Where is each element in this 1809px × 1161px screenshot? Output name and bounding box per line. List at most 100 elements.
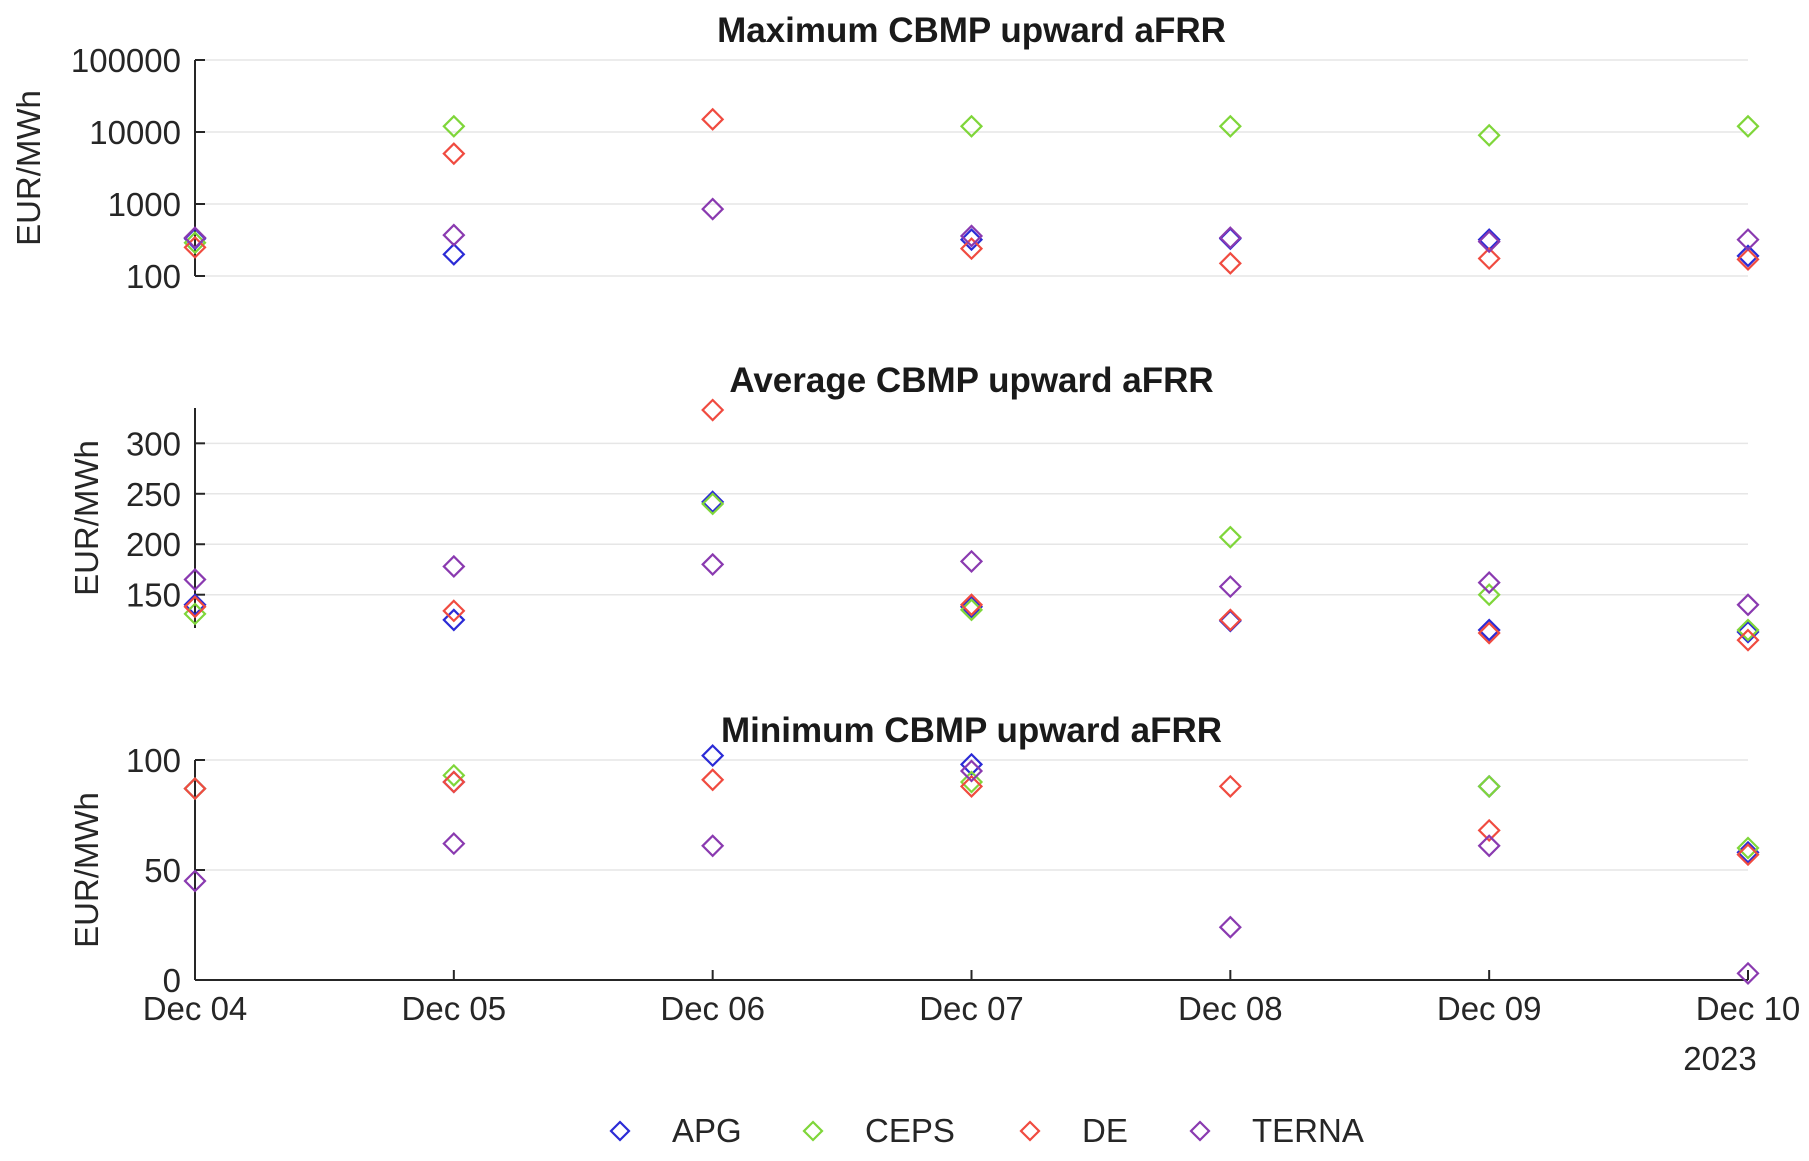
y-tick-label: 10000 — [89, 114, 181, 151]
data-point-terna — [1218, 915, 1242, 939]
y-tick-label: 100 — [126, 742, 181, 779]
data-point-ceps — [1736, 836, 1760, 860]
series-de — [183, 768, 1760, 867]
data-point-apg — [1477, 774, 1501, 798]
data-point-de — [1218, 774, 1242, 798]
series-ceps — [183, 763, 1760, 860]
y-tick-label: 200 — [126, 526, 181, 563]
data-point-ceps — [1218, 114, 1242, 138]
data-point-de — [183, 235, 207, 259]
x-tick-label: Dec 09 — [1437, 990, 1542, 1027]
data-point-de — [1218, 251, 1242, 275]
data-point-apg — [442, 242, 466, 266]
y-tick-label: 0 — [163, 962, 181, 999]
y-axis-label: EUR/MWh — [68, 440, 105, 596]
data-point-terna — [183, 568, 207, 592]
data-point-ceps — [442, 114, 466, 138]
data-point-terna — [701, 834, 725, 858]
y-tick-label: 1000 — [108, 186, 181, 223]
data-point-apg — [1736, 244, 1760, 268]
data-point-de — [1477, 621, 1501, 645]
legend-marker-terna — [1189, 1120, 1211, 1142]
y-tick-label: 100 — [126, 258, 181, 295]
y-tick-label: 150 — [126, 577, 181, 614]
y-tick-label: 250 — [126, 476, 181, 513]
series-terna — [183, 759, 1760, 985]
x-tick-label: Dec 05 — [402, 990, 507, 1027]
data-point-apg — [442, 608, 466, 632]
data-point-terna — [1736, 961, 1760, 985]
x-tick-label: Dec 08 — [1178, 990, 1283, 1027]
data-point-terna — [183, 226, 207, 250]
data-point-de — [1477, 818, 1501, 842]
data-point-ceps — [1736, 618, 1760, 642]
data-point-terna — [1477, 230, 1501, 254]
data-point-de — [1736, 843, 1760, 867]
data-point-terna — [959, 549, 984, 573]
data-point-de — [701, 107, 725, 131]
x-tick-label: Dec 10 — [1696, 990, 1801, 1027]
chart-title: Maximum CBMP upward aFRR — [717, 11, 1226, 50]
data-point-terna — [1477, 571, 1501, 595]
legend-label-apg: APG — [672, 1112, 742, 1149]
data-point-ceps — [1477, 123, 1501, 147]
data-point-apg — [1736, 840, 1760, 864]
data-point-de — [1736, 247, 1760, 271]
data-point-de — [442, 770, 466, 794]
data-point-apg — [701, 490, 725, 514]
data-point-terna — [1218, 226, 1242, 250]
x-tick-label: Dec 07 — [919, 990, 1024, 1027]
series-ceps — [183, 114, 1760, 255]
data-point-apg — [1736, 620, 1760, 644]
data-point-de — [959, 774, 984, 798]
legend-marker-de — [1019, 1120, 1041, 1142]
data-point-terna — [959, 759, 984, 783]
series-de — [183, 398, 1760, 652]
data-point-ceps — [959, 598, 984, 622]
data-point-de — [1736, 628, 1760, 652]
x-tick-label: Dec 06 — [660, 990, 765, 1027]
data-point-terna — [183, 869, 207, 893]
data-point-ceps — [701, 492, 725, 516]
data-point-ceps — [183, 231, 207, 255]
chart-panel-2: Average CBMP upward aFRR 150 200 250 300 EUR/… — [68, 361, 1760, 652]
data-point-apg — [1218, 609, 1242, 633]
data-point-terna — [1477, 834, 1501, 858]
series-apg — [183, 744, 1760, 864]
data-point-de — [442, 142, 466, 166]
data-point-de — [701, 768, 725, 792]
data-point-ceps — [959, 114, 984, 138]
data-point-apg — [442, 770, 466, 794]
data-point-de — [959, 237, 984, 261]
y-axis-label: EUR/MWh — [10, 90, 47, 246]
data-point-ceps — [1477, 583, 1501, 607]
data-point-terna — [1736, 593, 1760, 617]
x-axis-year-label: 2023 — [1683, 1040, 1756, 1077]
chart-panel-1: Maximum CBMP upward aFRR 100 1000 10000 1000… — [10, 11, 1760, 295]
chart-title: Minimum CBMP upward aFRR — [721, 711, 1222, 750]
series-terna — [183, 197, 1760, 254]
data-point-terna — [442, 223, 466, 247]
series-terna — [183, 549, 1760, 617]
y-tick-label: 100000 — [71, 42, 181, 79]
data-point-ceps — [442, 763, 466, 787]
legend-label-de: DE — [1082, 1112, 1128, 1149]
x-tick-label: Dec 04 — [143, 990, 248, 1027]
legend-marker-apg — [609, 1120, 631, 1142]
data-point-apg — [183, 593, 207, 617]
data-point-ceps — [1477, 774, 1501, 798]
data-point-de — [442, 599, 466, 623]
data-point-terna — [442, 554, 466, 578]
data-point-terna — [442, 832, 466, 856]
data-point-apg — [959, 752, 984, 776]
data-point-de — [959, 593, 984, 617]
series-de — [183, 107, 1760, 275]
data-point-terna — [1218, 575, 1242, 599]
data-point-de — [1218, 608, 1242, 632]
data-point-de — [1477, 246, 1501, 271]
data-point-terna — [701, 552, 725, 576]
series-ceps — [183, 492, 1760, 642]
data-point-apg — [1218, 227, 1242, 251]
data-point-terna — [959, 224, 984, 248]
